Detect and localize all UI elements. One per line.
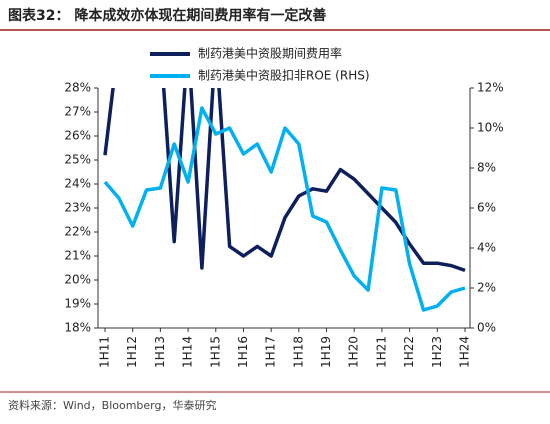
series-line bbox=[103, 106, 466, 312]
x-tick-label: 1H15 bbox=[208, 336, 222, 368]
y-tick-label: 23% bbox=[64, 201, 91, 215]
x-tick-label: 1H13 bbox=[153, 336, 167, 368]
y-tick-label: 22% bbox=[64, 225, 91, 239]
legend-label: 制药港美中资股扣非ROE (RHS) bbox=[198, 68, 370, 83]
x-tick-label: 1H11 bbox=[98, 336, 112, 368]
y2-tick-label: 6% bbox=[477, 201, 496, 215]
x-tick-label: 1H18 bbox=[291, 336, 305, 368]
x-tick-label: 1H17 bbox=[264, 336, 278, 368]
y-tick-label: 21% bbox=[64, 249, 91, 263]
y2-tick-label: 4% bbox=[477, 241, 496, 255]
x-tick-label: 1H22 bbox=[402, 336, 416, 368]
x-tick-label: 1H12 bbox=[125, 336, 139, 368]
y2-tick-label: 10% bbox=[477, 121, 504, 135]
y2-tick-label: 2% bbox=[477, 281, 496, 295]
y2-tick-label: 8% bbox=[477, 161, 496, 175]
legend-label: 制药港美中资股期间费用率 bbox=[198, 46, 342, 61]
x-tick-label: 1H14 bbox=[181, 336, 195, 368]
y2-tick-label: 0% bbox=[477, 321, 496, 335]
y-tick-label: 27% bbox=[64, 105, 91, 119]
x-tick-label: 1H19 bbox=[319, 336, 333, 368]
x-tick-label: 1H20 bbox=[347, 336, 361, 368]
source: 资料来源：Wind，Bloomberg，华泰研究 bbox=[8, 398, 216, 412]
y-tick-label: 28% bbox=[64, 81, 91, 95]
y-tick-label: 25% bbox=[64, 153, 91, 167]
x-tick-label: 1H24 bbox=[458, 336, 472, 368]
x-tick-label: 1H23 bbox=[430, 336, 444, 368]
x-tick-label: 1H21 bbox=[374, 336, 388, 368]
x-tick-label: 1H16 bbox=[236, 336, 250, 368]
y-tick-label: 19% bbox=[64, 297, 91, 311]
y-tick-label: 26% bbox=[64, 129, 91, 143]
chart-title: 图表32： 降本成效亦体现在期间费用率有一定改善 bbox=[8, 7, 326, 24]
y-tick-label: 20% bbox=[64, 273, 91, 287]
y-tick-label: 18% bbox=[64, 321, 91, 335]
y-tick-label: 24% bbox=[64, 177, 91, 191]
y2-tick-label: 12% bbox=[477, 81, 504, 95]
